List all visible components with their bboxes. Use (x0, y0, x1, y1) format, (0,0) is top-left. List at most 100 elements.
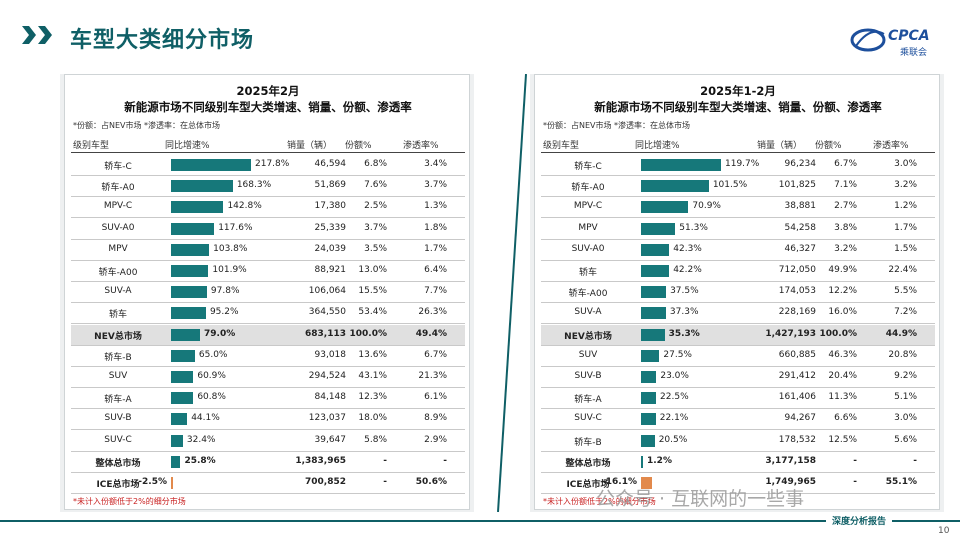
row-label: NEV总市场 (94, 331, 142, 342)
table-row: 轿车-B 20.5% 178,532 12.5% 5.6% (541, 431, 935, 452)
growth-value-label: 42.2% (673, 265, 702, 275)
table-row: NEV总市场 35.3% 1,427,193 100.0% 44.9% (541, 324, 935, 346)
growth-bar (641, 180, 709, 193)
chart-subtitle: 新能源市场不同级别车型大类增速、销量、份额、渗透率 (124, 100, 412, 114)
sales-value: 1,749,965 (765, 477, 816, 487)
share-value: 2.5% (364, 201, 387, 212)
growth-bar (171, 413, 188, 426)
share-value: 12.2% (828, 286, 857, 297)
growth-bar (641, 265, 670, 277)
sales-value: 54,258 (784, 222, 817, 233)
growth-value-label: -2.5% (138, 477, 167, 487)
row-label: MPV-C (573, 201, 603, 212)
sales-value: 364,550 (308, 307, 346, 318)
table-row: SUV-B 44.1% 123,037 18.0% 8.9% (71, 409, 465, 431)
share-value: 20.4% (828, 371, 857, 381)
page-number: 10 (938, 526, 950, 536)
sales-value: 660,885 (778, 349, 816, 360)
share-value: 13.0% (358, 265, 387, 275)
sales-value: 84,148 (314, 392, 347, 403)
growth-value-label: 168.3% (236, 180, 272, 191)
growth-value-label: 119.7% (725, 159, 760, 169)
sales-value: 178,532 (778, 434, 816, 445)
table-row: ICE总市场 -2.5% 700,852 - 50.6% (71, 473, 465, 494)
penetration-value: 3.0% (894, 159, 917, 169)
penetration-value: 2.9% (424, 434, 447, 445)
sales-value: 38,881 (784, 201, 817, 212)
penetration-value: 6.7% (424, 349, 447, 360)
sales-value: 46,594 (314, 159, 347, 169)
penetration-value: 22.4% (888, 265, 917, 275)
table-row: 整体总市场 25.8% 1,383,965 - - (71, 452, 465, 473)
penetration-value: 3.7% (424, 180, 447, 191)
growth-bar (171, 265, 209, 277)
growth-value-label: 70.9% (692, 201, 721, 212)
growth-bar (171, 243, 210, 256)
share-value: 43.1% (358, 371, 387, 381)
panel-divider (497, 74, 527, 512)
sales-value: 123,037 (308, 413, 346, 424)
table-row: 轿车-A 22.5% 161,406 11.3% 5.1% (541, 388, 935, 410)
share-value: 6.8% (364, 159, 387, 169)
growth-bar (641, 243, 670, 256)
growth-value-label: 217.8% (255, 159, 290, 169)
chart-note: *份额：占NEV市场 *渗透率：在总体市场 (73, 121, 221, 130)
table-row: MPV-C 70.9% 38,881 2.7% 1.2% (541, 197, 935, 219)
row-label: 整体总市场 (95, 458, 141, 469)
table-row: SUV-B 23.0% 291,412 20.4% 9.2% (541, 367, 935, 388)
col-header-penetration: 渗透率% (403, 141, 439, 151)
growth-value-label: 44.1% (191, 413, 220, 424)
growth-value-label: 1.2% (647, 455, 672, 466)
row-label: SUV (108, 371, 128, 381)
sales-value: 1,427,193 (765, 328, 816, 339)
col-header-share: 份额% (345, 141, 372, 151)
chevron-right-icon (22, 26, 36, 44)
share-value: 6.7% (834, 159, 857, 169)
sales-value: 101,825 (778, 180, 816, 191)
growth-value-label: 95.2% (209, 307, 239, 318)
row-label: 轿车 (108, 310, 127, 321)
header: 车型大类细分市场 CPCA 乘联会 (0, 0, 960, 62)
sales-value: 174,053 (778, 286, 816, 297)
growth-value-label: 23.0% (660, 371, 689, 381)
row-label: SUV-A0 (571, 243, 605, 254)
sales-value: 228,169 (778, 307, 816, 318)
sales-value: 712,050 (778, 265, 816, 275)
penetration-value: 21.3% (418, 371, 447, 381)
growth-bar (171, 307, 206, 320)
penetration-value: 20.8% (888, 349, 917, 360)
row-label: 轿车-C (104, 162, 132, 172)
share-value: 3.5% (364, 243, 387, 254)
row-label: SUV-B (574, 371, 602, 381)
sales-value: 25,339 (314, 222, 347, 233)
penetration-value: 5.5% (894, 286, 917, 297)
growth-value-label: 25.8% (184, 455, 216, 466)
col-header-type: 级别车型 (543, 141, 580, 151)
penetration-value: 7.2% (894, 307, 917, 318)
row-label: SUV-C (574, 413, 602, 424)
growth-value-label: 103.8% (213, 243, 248, 254)
col-header-growth: 同比增速% (635, 141, 680, 151)
sales-value: 94,267 (784, 413, 817, 424)
growth-bar (171, 180, 233, 193)
share-value: 46.3% (828, 349, 857, 360)
growth-bar (641, 434, 655, 447)
sales-value: 291,412 (778, 371, 816, 381)
table-row: SUV-A0 117.6% 25,339 3.7% 1.8% (71, 219, 465, 240)
growth-value-label: 22.5% (660, 392, 689, 403)
chart-panel-feb: 2025年2月 新能源市场不同级别车型大类增速、销量、份额、渗透率 *份额：占N… (64, 74, 470, 510)
penetration-value: 3.4% (424, 159, 447, 169)
growth-bar (171, 286, 207, 299)
sales-value: 17,380 (314, 201, 347, 212)
growth-value-label: 60.9% (197, 371, 226, 381)
penetration-value: 49.4% (415, 328, 447, 339)
growth-value-label: 101.5% (712, 180, 748, 191)
penetration-value: 1.8% (424, 222, 447, 233)
logo-text: CPCA (888, 28, 930, 44)
table-row: 轿车-A00 101.9% 88,921 13.0% 6.4% (71, 261, 465, 282)
growth-value-label: 65.0% (198, 349, 228, 360)
penetration-value: 1.5% (894, 243, 917, 254)
col-header-type: 级别车型 (73, 141, 110, 151)
share-value: 49.9% (828, 265, 857, 275)
growth-value-label: 42.3% (673, 243, 702, 254)
